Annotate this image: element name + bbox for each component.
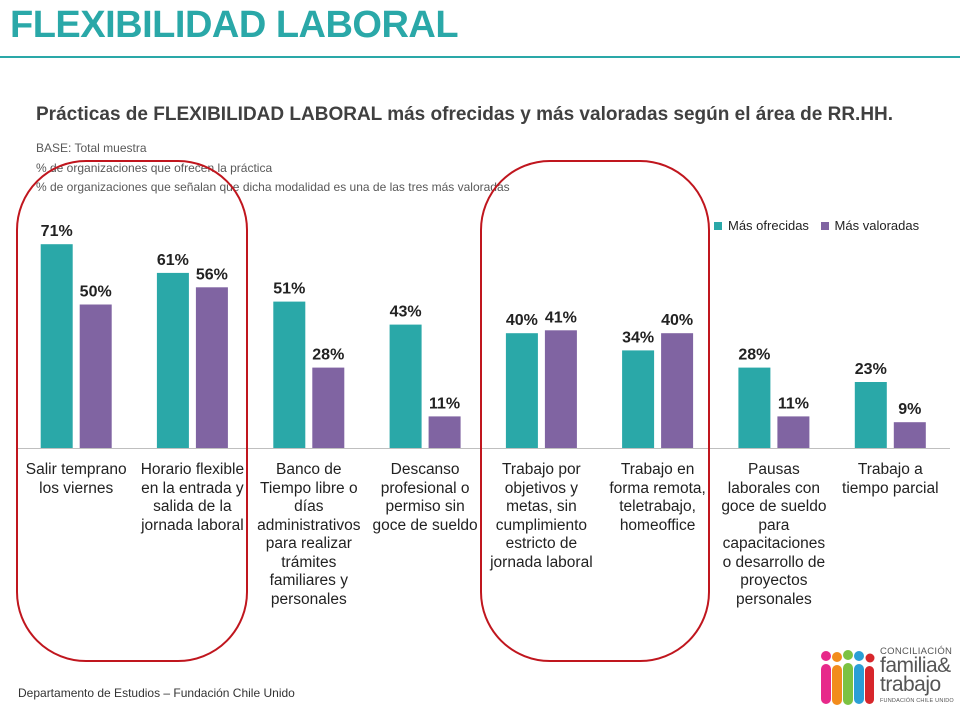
logo-figures-icon [821, 650, 875, 705]
bar-valued [661, 333, 694, 448]
bar-value-label: 50% [80, 284, 112, 301]
highlight-ellipse-right [480, 160, 710, 662]
bar-offered [273, 301, 306, 448]
legend-item-offered: Más ofrecidas [714, 218, 809, 233]
bar-value-label: 61% [157, 252, 189, 269]
chart-title: Prácticas de FLEXIBILIDAD LABORAL más of… [36, 104, 894, 125]
bar-value-label: 9% [898, 401, 921, 418]
bar-value-label: 28% [738, 347, 770, 364]
logo-line-2: familia& [880, 654, 951, 677]
bar-value-label: 11% [778, 395, 809, 412]
bar-value-label: 51% [273, 281, 305, 298]
category-label: Trabajo en forma remota, teletrabajo, ho… [609, 461, 706, 534]
bar-offered [738, 367, 771, 448]
bar-valued [79, 304, 112, 448]
title-divider [0, 56, 960, 58]
category-label: Salir temprano los viernes [25, 461, 127, 497]
bar-offered [622, 350, 655, 448]
logo-line-3: trabajo [880, 673, 941, 696]
bar-offered [505, 333, 538, 448]
base-note: BASE: Total muestra [36, 141, 147, 155]
bar-value-label: 41% [545, 309, 577, 326]
logo: CONCILIACIÓN familia& trabajo FUNDACIÓN … [818, 644, 954, 710]
page-title: FLEXIBILIDAD LABORAL [10, 4, 459, 46]
bar-value-label: 40% [661, 312, 693, 329]
bar-value-label: 43% [390, 304, 422, 321]
valued-note: % de organizaciones que señalan que dich… [36, 180, 510, 194]
bar-offered [40, 244, 73, 448]
chart-legend: Más ofrecidas Más valoradas [714, 218, 927, 233]
bar-value-label: 56% [196, 266, 228, 283]
category-label: Horario flexible en la entrada y salida … [140, 461, 245, 534]
highlight-ellipse-left [16, 160, 248, 662]
category-label: Pausas laborales con goce de sueldo para… [721, 461, 827, 608]
footer-text: Departamento de Estudios – Fundación Chi… [18, 686, 295, 700]
logo-line-1: CONCILIACIÓN [880, 646, 953, 657]
bar-value-label: 40% [506, 312, 538, 329]
bar-offered [389, 324, 422, 448]
category-label: Trabajo por objetivos y metas, sin cumpl… [490, 461, 593, 571]
bar-value-label: 23% [855, 361, 887, 378]
bar-value-label: 11% [429, 395, 460, 412]
legend-item-valued: Más valoradas [820, 218, 920, 233]
bar-value-label: 28% [312, 347, 344, 364]
bar-valued [428, 416, 461, 448]
legend-label-valued: Más valoradas [834, 218, 920, 233]
category-label: Banco de Tiempo libre o días administrat… [257, 461, 361, 608]
bar-valued [893, 422, 926, 448]
bar-valued [195, 287, 228, 448]
bar-valued [777, 416, 810, 448]
bar-valued [312, 367, 345, 448]
bar-offered [854, 382, 887, 448]
category-label: Descanso profesional o permiso sin goce … [372, 461, 478, 534]
legend-swatch-valued [820, 221, 829, 230]
legend-swatch-offered [714, 221, 722, 230]
logo-line-4: FUNDACIÓN CHILE UNIDO [880, 698, 954, 704]
bar-value-label: 34% [622, 329, 654, 346]
category-label: Trabajo a tiempo parcial [842, 461, 939, 497]
bar-offered [156, 272, 189, 448]
legend-label-offered: Más ofrecidas [728, 218, 809, 233]
bar-valued [544, 330, 577, 448]
